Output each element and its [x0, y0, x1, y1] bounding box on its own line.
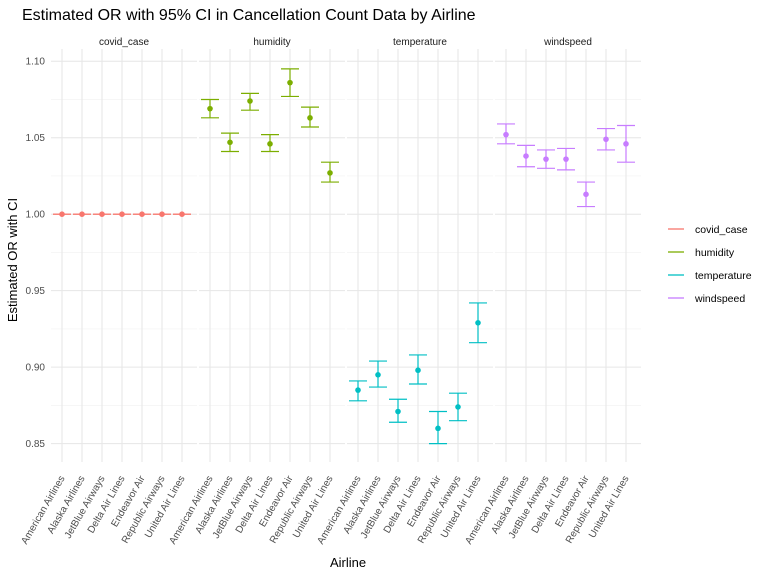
errorbar-covid-case-2 — [93, 211, 111, 217]
x-axis-title: Airline — [330, 555, 366, 570]
estimate-point — [523, 153, 529, 159]
estimate-point — [59, 211, 65, 217]
errorbar-covid-case-1 — [73, 211, 91, 217]
errorbar-humidity-4 — [281, 68, 299, 98]
estimate-point — [583, 191, 589, 198]
errorbar-temperature-5 — [449, 392, 467, 422]
estimate-point — [139, 211, 145, 217]
estimate-point — [563, 156, 569, 162]
errorbar-covid-case-5 — [153, 211, 171, 217]
errorbar-windspeed-5 — [597, 127, 615, 151]
legend-item-windspeed: windspeed — [668, 293, 745, 305]
estimate-point — [395, 408, 401, 415]
y-axis: 0.85 0.90 0.95 1.00 1.05 1.10 — [26, 57, 46, 450]
estimate-point — [119, 211, 125, 217]
y-axis-title: Estimated OR with CI — [5, 198, 20, 322]
estimate-point — [455, 404, 461, 410]
estimate-point — [475, 320, 481, 326]
facet-strip-label: covid_case — [99, 37, 149, 48]
chart-title: Estimated OR with 95% CI in Cancellation… — [22, 7, 476, 24]
estimate-point — [435, 425, 441, 432]
y-tick-label: 0.85 — [26, 439, 46, 450]
estimate-point — [287, 79, 293, 86]
errorbar-windspeed-1 — [517, 144, 535, 168]
estimate-point — [603, 136, 609, 143]
errorbar-covid-case-3 — [113, 211, 131, 217]
y-tick-label: 1.00 — [26, 210, 46, 221]
estimate-point — [415, 367, 421, 374]
errorbar-temperature-4 — [429, 410, 447, 445]
estimate-point — [503, 131, 509, 138]
errorbar-temperature-6 — [469, 302, 487, 344]
facet-strip-label: windspeed — [543, 37, 592, 48]
errorbar-temperature-3 — [409, 354, 427, 385]
legend-item-humidity: humidity — [668, 247, 735, 259]
legend-item-temperature: temperature — [668, 270, 752, 282]
estimate-point — [79, 211, 85, 217]
errorbar-temperature-1 — [369, 360, 387, 388]
legend-label: covid_case — [695, 224, 748, 236]
estimate-point — [267, 141, 273, 147]
errorbar-covid-case-6 — [173, 211, 191, 217]
y-tick-label: 1.05 — [26, 133, 46, 144]
estimate-point — [543, 156, 549, 162]
estimate-point — [207, 105, 213, 112]
errorbar-windspeed-2 — [537, 149, 555, 169]
errorbar-covid-case-0 — [53, 211, 71, 217]
errorbar-temperature-2 — [389, 398, 407, 423]
y-tick-label: 0.95 — [26, 286, 46, 297]
estimate-point — [247, 98, 253, 104]
legend-item-covid-case: covid_case — [668, 224, 748, 236]
errorbar-covid-case-4 — [133, 211, 151, 217]
errorbar-windspeed-4 — [577, 181, 595, 208]
estimate-point — [375, 372, 381, 378]
y-tick-label: 0.90 — [26, 363, 46, 374]
errorbar-humidity-6 — [321, 161, 339, 183]
estimate-point — [227, 139, 233, 146]
estimate-point — [307, 115, 313, 121]
estimate-point — [355, 387, 361, 393]
errorbar-humidity-1 — [221, 132, 239, 153]
legend-label: temperature — [695, 270, 752, 282]
estimate-point — [159, 211, 165, 217]
estimate-point — [623, 141, 629, 147]
legend-label: windspeed — [694, 293, 745, 305]
errorbar-windspeed-0 — [497, 123, 515, 145]
errorbar-windspeed-3 — [557, 147, 575, 171]
estimate-point — [99, 211, 105, 217]
errorbar-temperature-0 — [349, 380, 367, 402]
estimate-point — [179, 211, 185, 217]
legend-label: humidity — [695, 247, 735, 259]
estimate-point — [327, 170, 333, 176]
facet-strip-label: humidity — [253, 37, 290, 48]
errorbar-humidity-3 — [261, 134, 279, 153]
legend: covid_case humidity temperature windspeed — [668, 224, 752, 305]
errorbar-humidity-2 — [241, 92, 259, 111]
errorbar-humidity-5 — [301, 106, 319, 128]
errorbar-windspeed-6 — [617, 124, 635, 163]
facet-strip-label: temperature — [393, 37, 447, 48]
errorbar-humidity-0 — [201, 98, 219, 119]
y-tick-label: 1.10 — [26, 57, 46, 68]
